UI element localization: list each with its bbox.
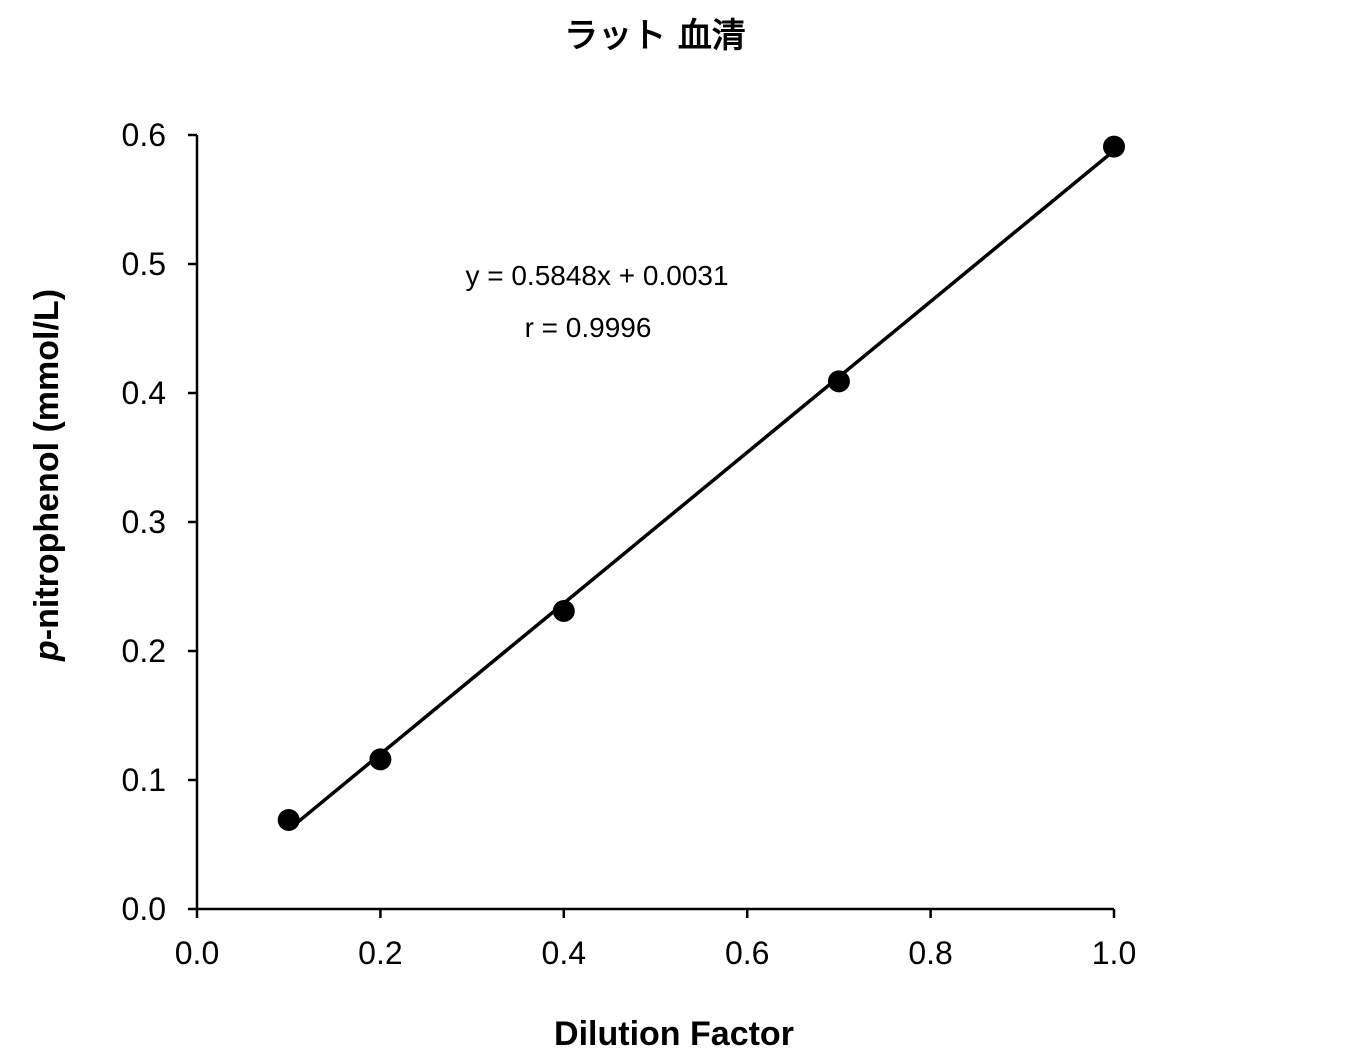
y-axis-title-text: -nitrophenol (mmol/L) xyxy=(28,289,66,640)
x-tick-label: 0.6 xyxy=(725,935,769,971)
svg-text:p-nitrophenol (mmol/L): p-nitrophenol (mmol/L) xyxy=(28,289,66,662)
chart-title: ラット 血清 xyxy=(564,16,746,56)
data-point xyxy=(277,808,300,831)
trendline-equation: y = 0.5848x + 0.0031 xyxy=(465,260,728,291)
x-axis-title: Dilution Factor xyxy=(554,1015,794,1050)
y-tick-label: 0.5 xyxy=(122,246,166,282)
x-tick-label: 0.8 xyxy=(908,935,952,971)
correlation-coefficient: r = 0.9996 xyxy=(525,312,652,343)
y-tick-label: 0.2 xyxy=(122,633,166,669)
x-tick-label: 0.0 xyxy=(175,935,219,971)
y-axis-title: p-nitrophenol (mmol/L) xyxy=(28,289,66,662)
plot-area: 0.0 0.2 0.4 0.6 0.8 1.0 0.0 0.1 0.2 0.3 0.4 0.5 0.6 xyxy=(122,117,1137,971)
data-point xyxy=(1103,135,1125,158)
x-tick-label: 0.2 xyxy=(358,935,402,971)
y-tick-label: 0.0 xyxy=(122,891,166,927)
data-point xyxy=(369,748,392,771)
data-point xyxy=(827,370,850,393)
x-tick-label: 1.0 xyxy=(1092,935,1136,971)
x-tick-label: 0.4 xyxy=(542,935,586,971)
trendline xyxy=(287,149,1116,831)
y-tick-label: 0.6 xyxy=(122,117,166,153)
data-point xyxy=(552,600,575,623)
y-tick-label: 0.1 xyxy=(122,762,166,798)
y-tick-label: 0.4 xyxy=(122,375,166,411)
y-tick-label: 0.3 xyxy=(122,504,166,540)
y-axis-title-italic: p xyxy=(28,640,66,662)
